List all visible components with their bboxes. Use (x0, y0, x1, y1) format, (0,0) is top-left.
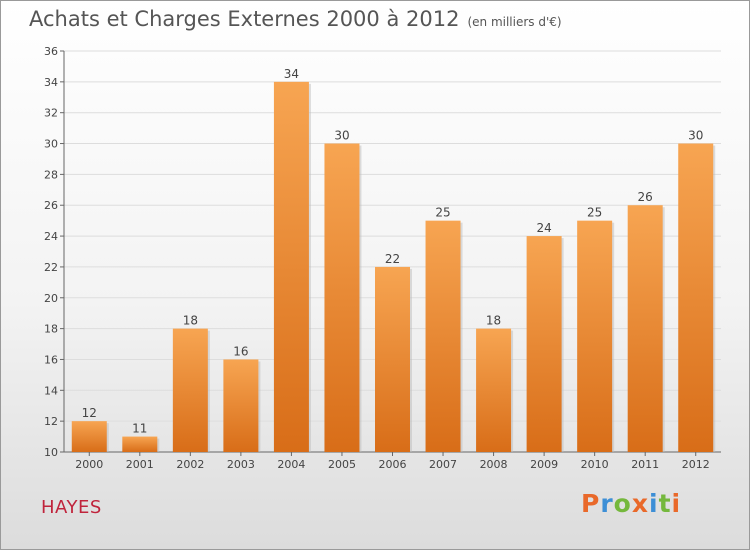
y-tick-label: 26 (44, 199, 58, 212)
bar (223, 359, 259, 452)
bar (375, 266, 410, 452)
bar (425, 220, 461, 452)
y-tick-label: 30 (44, 138, 58, 151)
y-tick-label: 24 (44, 230, 58, 243)
bar-value-label: 25 (435, 206, 450, 220)
y-tick-label: 34 (44, 76, 58, 89)
y-tick-label: 32 (44, 107, 58, 120)
bar (273, 81, 309, 452)
bar (172, 328, 208, 452)
commune-name: HAYES (41, 497, 102, 518)
logo-letter: r (600, 489, 614, 518)
x-tick-label: 2007 (429, 458, 457, 471)
y-tick-label: 18 (44, 323, 58, 336)
axes: 10 12 14 16 18 20 22 24 26 28 30 32 34 36 2000 2001 2002… (44, 45, 721, 471)
bar (577, 220, 613, 452)
chart-title: Achats et Charges Externes 2000 à 2012 (e… (29, 7, 562, 31)
bar (678, 143, 714, 453)
bars (71, 81, 716, 453)
bar-value-label: 25 (587, 206, 602, 220)
bar (122, 436, 158, 452)
chart-subtitle: (en milliers d'€) (467, 15, 562, 29)
x-tick-label: 2012 (682, 458, 710, 471)
bar-value-label: 34 (284, 67, 299, 81)
bar-value-label: 11 (132, 422, 147, 436)
data-labels: 12 11 18 16 34 30 22 25 18 24 25 26 30 (82, 67, 704, 436)
x-tick-label: 2003 (227, 458, 255, 471)
logo-letter: i (649, 489, 659, 518)
y-tick-label: 14 (44, 384, 58, 397)
y-tick-label: 12 (44, 415, 58, 428)
x-tick-label: 2000 (75, 458, 103, 471)
bar-value-label: 24 (536, 221, 551, 235)
logo-letter: o (613, 489, 632, 518)
title-text: Achats et Charges Externes 2000 à 2012 (29, 7, 460, 31)
x-tick-label: 2009 (530, 458, 558, 471)
x-tick-label: 2010 (581, 458, 609, 471)
x-tick-label: 2004 (277, 458, 305, 471)
y-tick-label: 10 (44, 446, 58, 459)
bar (627, 205, 663, 452)
y-tick-label: 20 (44, 292, 58, 305)
x-tick-label: 2002 (176, 458, 204, 471)
x-tick-label: 2001 (126, 458, 154, 471)
bar-value-label: 18 (183, 314, 198, 328)
bar-value-label: 30 (688, 129, 703, 143)
bar-value-label: 16 (233, 344, 248, 358)
bar-value-label: 26 (638, 190, 653, 204)
logo-letter: x (631, 489, 649, 518)
y-tick-label: 16 (44, 353, 58, 366)
logo-letter: i (671, 489, 682, 518)
bar-value-label: 30 (334, 129, 349, 143)
bar (324, 143, 360, 453)
bar (476, 328, 512, 452)
x-tick-label: 2005 (328, 458, 356, 471)
bar-value-label: 18 (486, 314, 501, 328)
x-tick-label: 2008 (480, 458, 508, 471)
logo-letter: t (658, 489, 672, 518)
proxiti-logo: Proxiti (581, 489, 681, 518)
bar (71, 421, 107, 452)
y-tick-label: 36 (44, 45, 58, 58)
logo-letter: P (581, 489, 601, 518)
x-tick-label: 2011 (631, 458, 659, 471)
y-tick-label: 22 (44, 261, 58, 274)
bar-value-label: 12 (82, 406, 97, 420)
x-tick-label: 2006 (379, 458, 407, 471)
y-tick-label: 28 (44, 168, 58, 181)
bar (526, 236, 562, 452)
bar-value-label: 22 (385, 252, 400, 266)
